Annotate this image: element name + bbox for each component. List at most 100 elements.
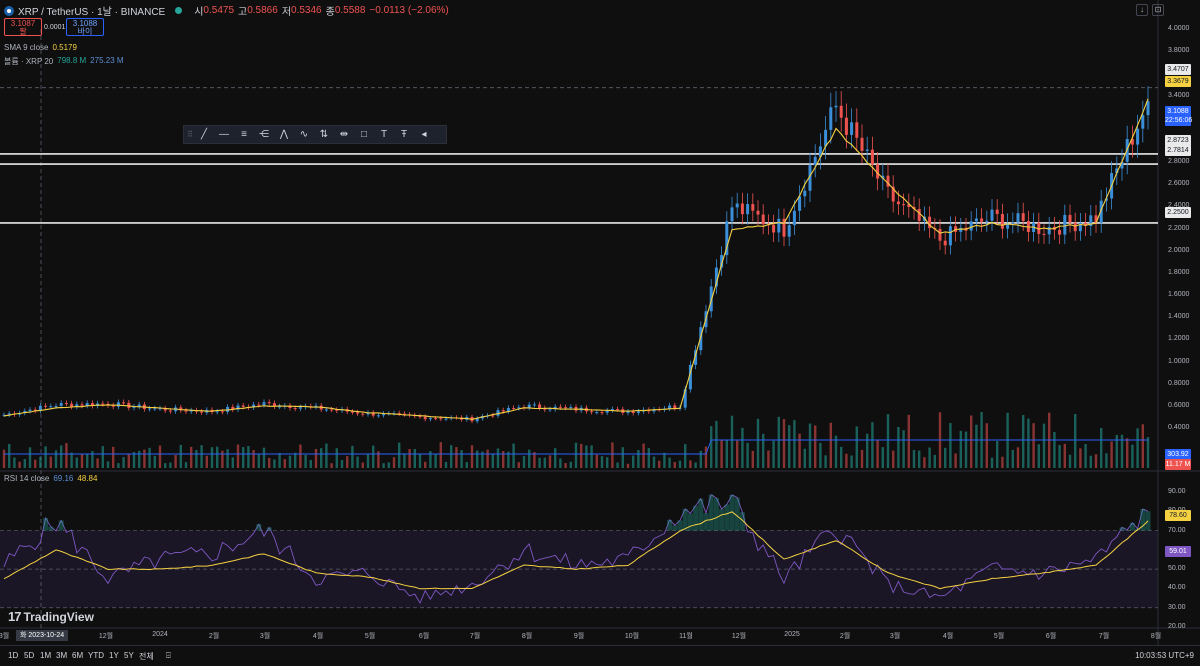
volume-bar bbox=[377, 451, 380, 468]
volume-bar bbox=[158, 445, 162, 468]
candle-body bbox=[54, 405, 58, 407]
buy-button[interactable]: 3.1088 바이 bbox=[66, 18, 104, 36]
arrow-marker-icon[interactable]: ◂ bbox=[421, 129, 427, 140]
candle-body bbox=[122, 402, 126, 404]
volume-bar bbox=[288, 455, 292, 468]
volume-bar bbox=[684, 444, 687, 468]
volume-bar bbox=[231, 457, 234, 468]
candle-body bbox=[361, 413, 365, 415]
range-3m[interactable]: 3M bbox=[56, 651, 68, 660]
volume-bar bbox=[673, 462, 676, 468]
pitchfork-icon[interactable]: ⋲ bbox=[259, 129, 269, 140]
volume-bar bbox=[559, 458, 562, 468]
candle-body bbox=[902, 204, 906, 206]
bottom-bar: 1D 5D 1M 3M 6M YTD 1Y 5Y 전체 ⌹ 10:03:53 U… bbox=[0, 645, 1200, 666]
pattern-icon[interactable]: ⋀ bbox=[279, 129, 289, 140]
volume-bar bbox=[283, 459, 286, 468]
volume-bar bbox=[80, 454, 84, 468]
volume-bar bbox=[543, 457, 546, 468]
range-5y[interactable]: 5Y bbox=[124, 651, 134, 660]
volume-bar bbox=[611, 442, 614, 468]
volume-bar bbox=[829, 422, 832, 468]
scroll-down-icon[interactable]: ↓ bbox=[1136, 4, 1148, 16]
parallel-channel-icon[interactable]: ≡ bbox=[241, 129, 247, 140]
go-to-date-icon[interactable]: ⌹ bbox=[166, 651, 171, 660]
volume-bar bbox=[990, 457, 994, 468]
candle-body bbox=[512, 407, 516, 409]
candle-body bbox=[668, 405, 672, 409]
volume-bar bbox=[533, 452, 536, 468]
price-tick-label: 1.0000 bbox=[1168, 357, 1190, 365]
range-1m[interactable]: 1M bbox=[40, 651, 52, 660]
elliott-wave-icon[interactable]: ∿ bbox=[299, 129, 309, 140]
volume-bar bbox=[782, 419, 786, 468]
candle-body bbox=[506, 407, 510, 412]
text-icon[interactable]: T bbox=[380, 129, 388, 140]
volume-bar bbox=[538, 457, 541, 468]
candle-body bbox=[215, 411, 219, 413]
date-range-icon[interactable]: ⇹ bbox=[339, 129, 349, 140]
volume-bar bbox=[340, 460, 344, 468]
candle-body bbox=[267, 402, 271, 404]
volume-bar bbox=[216, 446, 219, 468]
range-1d[interactable]: 1D bbox=[8, 651, 19, 660]
volume-bar bbox=[320, 448, 323, 468]
candle-body bbox=[1120, 161, 1124, 169]
range-1y[interactable]: 1Y bbox=[109, 651, 119, 660]
volume-bar bbox=[517, 462, 520, 468]
range-all[interactable]: 전체 bbox=[139, 652, 154, 661]
text-note-icon[interactable]: Ŧ bbox=[400, 129, 408, 140]
range-ytd[interactable]: YTD bbox=[88, 651, 104, 660]
candle-body bbox=[1058, 229, 1062, 235]
price-tick-label: 4.0000 bbox=[1168, 25, 1190, 32]
volume-bar bbox=[819, 442, 822, 468]
high-label: 고 bbox=[238, 7, 248, 18]
long-position-icon[interactable]: ⇅ bbox=[319, 129, 329, 140]
candle-body bbox=[75, 404, 79, 407]
candle-body bbox=[756, 210, 760, 215]
candle-body bbox=[673, 405, 677, 409]
range-6m[interactable]: 6M bbox=[72, 651, 84, 660]
volume-bar bbox=[1084, 443, 1087, 468]
time-tick-label: 3월 bbox=[0, 633, 10, 640]
sell-price: 3.1087 bbox=[10, 19, 36, 28]
volume-bar bbox=[860, 449, 864, 468]
trend-line-icon[interactable]: ╱ bbox=[200, 129, 208, 140]
volume-bar bbox=[470, 445, 474, 468]
price-tick-label: 1.6000 bbox=[1168, 291, 1190, 298]
candle-body bbox=[896, 201, 900, 205]
candle-body bbox=[974, 218, 978, 222]
symbol-title[interactable]: XRP / TetherUS · 1날 · BINANCE bbox=[18, 7, 166, 18]
sma-value: 0.5179 bbox=[52, 43, 77, 52]
candle-body bbox=[1047, 226, 1051, 235]
candle-body bbox=[189, 410, 193, 412]
rsi-legend[interactable]: RSI 14 close 69.16 48.84 bbox=[4, 474, 97, 483]
volume-bar bbox=[1131, 444, 1134, 468]
volume-bar bbox=[226, 449, 229, 468]
candle-body bbox=[278, 406, 282, 408]
volume-bar bbox=[236, 444, 240, 468]
rectangle-icon[interactable]: □ bbox=[360, 129, 368, 140]
sell-button[interactable]: 3.1087 팔 bbox=[4, 18, 42, 36]
candle-body bbox=[1016, 213, 1020, 223]
sma-legend[interactable]: SMA 9 close 0.5179 bbox=[4, 43, 77, 52]
volume-legend[interactable]: 볼륨 · XRP 20 798.8 M 275.23 M bbox=[4, 56, 124, 67]
clock[interactable]: 10:03:53 UTC+9 bbox=[1135, 651, 1194, 660]
horizontal-ray-icon[interactable]: — bbox=[219, 129, 229, 140]
volume-bar bbox=[486, 449, 489, 468]
time-tick-label: 8월 bbox=[521, 633, 533, 640]
tradingview-logo[interactable]: 17 TradingView bbox=[8, 609, 94, 624]
drawing-toolbar[interactable]: ⠿ ╱ — ≡ ⋲ ⋀ ∿ ⇅ ⇹ □ T Ŧ ◂ bbox=[183, 125, 447, 144]
maximize-icon[interactable]: ⊡ bbox=[1152, 4, 1164, 16]
volume-bar bbox=[96, 458, 99, 468]
candle-body bbox=[491, 415, 495, 417]
tradingview-logo-text: TradingView bbox=[23, 609, 94, 624]
candle-body bbox=[330, 409, 334, 411]
candle-body bbox=[335, 409, 339, 411]
drag-handle-icon[interactable]: ⠿ bbox=[187, 130, 193, 139]
range-5d[interactable]: 5D bbox=[24, 651, 35, 660]
candle-body bbox=[2, 414, 6, 416]
